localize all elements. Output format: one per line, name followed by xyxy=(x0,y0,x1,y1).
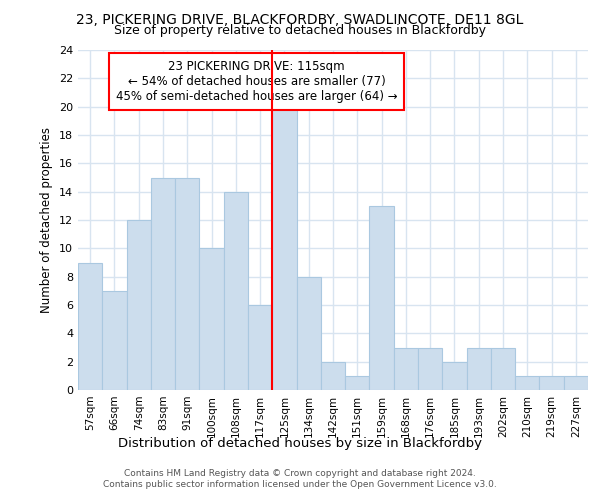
Text: Size of property relative to detached houses in Blackfordby: Size of property relative to detached ho… xyxy=(114,24,486,37)
Bar xyxy=(564,376,588,390)
Bar xyxy=(345,376,370,390)
Bar xyxy=(296,276,321,390)
Bar xyxy=(248,305,272,390)
Bar xyxy=(321,362,345,390)
Bar xyxy=(78,262,102,390)
Bar xyxy=(127,220,151,390)
Bar xyxy=(272,106,296,390)
Bar xyxy=(467,348,491,390)
Bar xyxy=(199,248,224,390)
Y-axis label: Number of detached properties: Number of detached properties xyxy=(40,127,53,313)
Bar xyxy=(224,192,248,390)
Bar xyxy=(370,206,394,390)
Bar xyxy=(151,178,175,390)
Bar xyxy=(515,376,539,390)
Bar xyxy=(539,376,564,390)
Text: Distribution of detached houses by size in Blackfordby: Distribution of detached houses by size … xyxy=(118,438,482,450)
Text: Contains public sector information licensed under the Open Government Licence v3: Contains public sector information licen… xyxy=(103,480,497,489)
Bar xyxy=(175,178,199,390)
Bar xyxy=(442,362,467,390)
Bar xyxy=(102,291,127,390)
Text: 23 PICKERING DRIVE: 115sqm
← 54% of detached houses are smaller (77)
45% of semi: 23 PICKERING DRIVE: 115sqm ← 54% of deta… xyxy=(116,60,397,103)
Text: Contains HM Land Registry data © Crown copyright and database right 2024.: Contains HM Land Registry data © Crown c… xyxy=(124,469,476,478)
Text: 23, PICKERING DRIVE, BLACKFORDBY, SWADLINCOTE, DE11 8GL: 23, PICKERING DRIVE, BLACKFORDBY, SWADLI… xyxy=(76,12,524,26)
Bar xyxy=(394,348,418,390)
Bar xyxy=(491,348,515,390)
Bar xyxy=(418,348,442,390)
